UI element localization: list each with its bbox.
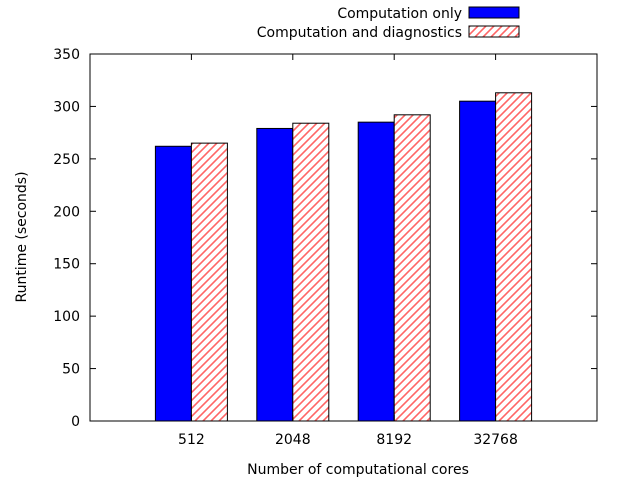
plot-frame — [89, 53, 598, 422]
legend-swatch-series-1 — [468, 6, 520, 19]
legend: Computation only Computation and diagnos… — [257, 6, 520, 41]
y-axis-title: Runtime (seconds) — [14, 171, 30, 302]
bar-8192-series-1 — [357, 121, 395, 422]
y-tick-label: 200 — [53, 204, 80, 220]
bar-8192-series-2 — [393, 114, 431, 422]
y-tick-label: 150 — [53, 257, 80, 273]
legend-item-series-2: Computation and diagnostics — [257, 25, 520, 41]
y-tick-label: 350 — [53, 47, 80, 63]
bar-2048-series-2 — [292, 122, 330, 422]
legend-swatch-series-2 — [468, 25, 520, 38]
y-axis: 0 50 100 150 200 250 300 350 — [53, 47, 597, 430]
bar-32768-series-2 — [495, 92, 533, 422]
legend-item-series-1: Computation only — [337, 6, 520, 22]
y-tick-label: 300 — [53, 99, 80, 115]
x-tick-label: 2048 — [275, 432, 311, 448]
x-axis-title: Number of computational cores — [247, 462, 469, 478]
bar-2048-series-1 — [256, 127, 294, 422]
y-tick-label: 0 — [71, 414, 80, 430]
x-axis: 512 2048 8192 32768 — [178, 54, 518, 448]
legend-label-series-1: Computation only — [337, 6, 462, 22]
bar-512-series-2 — [190, 142, 228, 422]
x-tick-label: 512 — [178, 432, 205, 448]
y-tick-label: 100 — [53, 309, 80, 325]
bar-512-series-1 — [154, 145, 192, 422]
legend-label-series-2: Computation and diagnostics — [257, 25, 462, 41]
y-tick-label: 250 — [53, 152, 80, 168]
bars-group — [154, 92, 533, 422]
x-tick-label: 8192 — [376, 432, 412, 448]
x-tick-label: 32768 — [473, 432, 518, 448]
y-tick-label: 50 — [62, 362, 80, 378]
bar-32768-series-1 — [459, 100, 497, 422]
